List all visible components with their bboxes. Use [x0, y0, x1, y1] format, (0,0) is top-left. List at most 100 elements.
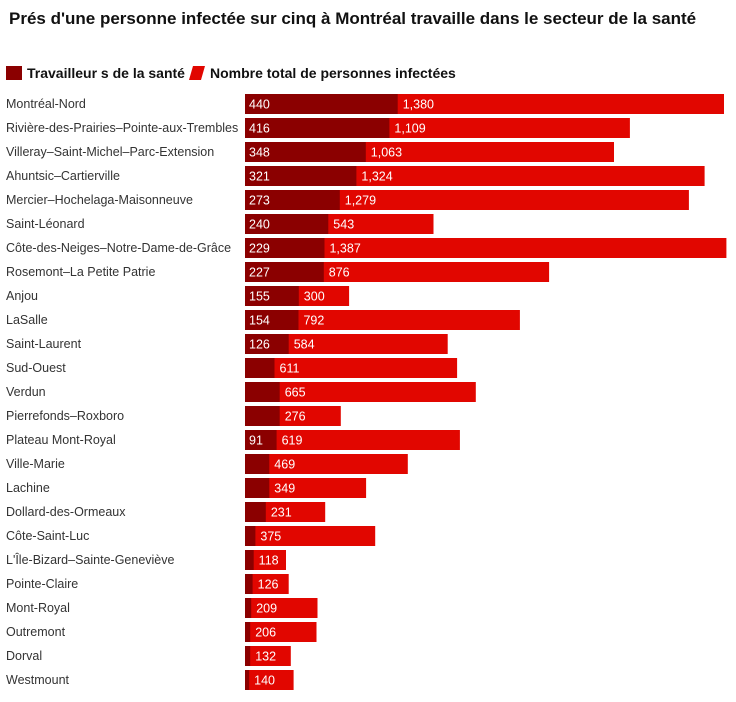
value-label-total: 584 — [294, 338, 315, 352]
value-label-total: 1,380 — [403, 98, 434, 112]
bar-health — [245, 358, 275, 378]
bar-health — [245, 262, 324, 282]
bar-health — [245, 574, 253, 594]
bar-health — [245, 454, 270, 474]
value-label-health: 416 — [249, 122, 270, 136]
value-label-total: 126 — [258, 578, 279, 592]
bar-health — [245, 406, 280, 426]
category-label: Plateau Mont-Royal — [6, 433, 116, 447]
value-label-total: 469 — [274, 458, 295, 472]
bar-total — [245, 478, 367, 498]
bar-health — [245, 646, 251, 666]
category-label: Saint-Léonard — [6, 217, 85, 231]
bar-total — [245, 550, 286, 570]
bar-total — [245, 646, 291, 666]
value-label-total: 876 — [329, 266, 350, 280]
category-label: Ville-Marie — [6, 457, 65, 471]
category-label: Rosemont–La Petite Patrie — [6, 265, 155, 279]
category-label: L'Île-Bizard–Sainte-Geneviève — [6, 552, 174, 567]
value-label-health: 348 — [249, 146, 270, 160]
value-label-total: 665 — [285, 386, 306, 400]
category-label: Rivière-des-Prairies–Pointe-aux-Trembles — [6, 121, 238, 135]
category-label: Anjou — [6, 289, 38, 303]
bar-health — [245, 94, 398, 114]
category-label: Dorval — [6, 649, 42, 663]
bar-health — [245, 526, 256, 546]
value-label-health: 321 — [249, 170, 270, 184]
bar-total — [245, 238, 727, 258]
bar-health — [245, 286, 299, 306]
bar-health — [245, 190, 340, 210]
value-label-total: 276 — [285, 410, 306, 424]
bar-health — [245, 142, 366, 162]
bar-total — [245, 430, 460, 450]
value-label-total: 118 — [259, 554, 279, 568]
legend-item-total: Nombre total de personnes infectées — [188, 65, 456, 81]
bar-health — [245, 550, 254, 570]
value-label-total: 140 — [254, 674, 275, 688]
value-label-total: 619 — [282, 434, 303, 448]
value-label-total: 300 — [304, 290, 325, 304]
bar-health — [245, 598, 252, 618]
bar-health — [245, 382, 280, 402]
category-label: Pointe-Claire — [6, 577, 78, 591]
legend-label-total: Nombre total de personnes infectées — [209, 65, 456, 81]
category-label: Lachine — [6, 481, 50, 495]
value-label-health: 273 — [249, 194, 270, 208]
bar-health — [245, 622, 251, 642]
category-label: Sud-Ouest — [6, 361, 66, 375]
value-label-total: 209 — [256, 602, 277, 616]
bar-total — [245, 166, 705, 186]
bar-total — [245, 454, 408, 474]
value-label-total: 206 — [255, 626, 276, 640]
category-label: Villeray–Saint-Michel–Parc-Extension — [6, 145, 214, 159]
legend-swatch-health — [6, 66, 22, 80]
bar-health — [245, 310, 299, 330]
value-label-total: 1,063 — [371, 146, 402, 160]
chart-title: Prés d'une personne infectée sur cinq à … — [9, 9, 697, 28]
category-label: Montréal-Nord — [6, 97, 86, 111]
value-label-health: 440 — [249, 98, 270, 112]
bar-total — [245, 382, 476, 402]
bar-total — [245, 358, 458, 378]
legend-item-health: Travailleur s de la santé — [6, 65, 185, 81]
bar-health — [245, 670, 250, 690]
bar-total — [245, 190, 689, 210]
category-label: Mercier–Hochelaga-Maisonneuve — [6, 193, 193, 207]
value-label-total: 1,387 — [329, 242, 360, 256]
category-label: Côte-Saint-Luc — [6, 529, 89, 543]
value-label-total: 792 — [303, 314, 324, 328]
value-label-health: 126 — [249, 338, 270, 352]
bar-total — [245, 598, 318, 618]
category-label: Mont-Royal — [6, 601, 70, 615]
value-label-health: 229 — [249, 242, 270, 256]
legend-swatch-total — [188, 66, 205, 80]
value-label-health: 227 — [249, 266, 270, 280]
value-label-total: 543 — [333, 218, 354, 232]
bar-health — [245, 166, 357, 186]
value-label-health: 154 — [249, 314, 270, 328]
category-label: Verdun — [6, 385, 46, 399]
category-label: Pierrefonds–Roxboro — [6, 409, 124, 423]
bar-health — [245, 238, 325, 258]
value-label-total: 611 — [280, 362, 300, 376]
legend-label-health: Travailleur s de la santé — [27, 65, 185, 81]
value-label-total: 231 — [271, 506, 292, 520]
category-label: Dollard-des-Ormeaux — [6, 505, 126, 519]
bar-health — [245, 118, 390, 138]
category-label: Côte-des-Neiges–Notre-Dame-de-Grâce — [6, 241, 231, 255]
bar-health — [245, 214, 329, 234]
category-label: Outremont — [6, 625, 66, 639]
value-label-total: 375 — [260, 530, 281, 544]
bar-health — [245, 430, 277, 450]
value-label-total: 1,109 — [394, 122, 425, 136]
bar-total — [245, 670, 294, 690]
value-label-health: 240 — [249, 218, 270, 232]
category-label: Ahuntsic–Cartierville — [6, 169, 120, 183]
value-label-health: 91 — [249, 434, 263, 448]
value-label-total: 349 — [274, 482, 295, 496]
category-label: Westmount — [6, 673, 70, 687]
category-label: Saint-Laurent — [6, 337, 82, 351]
bar-total — [245, 334, 448, 354]
value-label-health: 155 — [249, 290, 270, 304]
